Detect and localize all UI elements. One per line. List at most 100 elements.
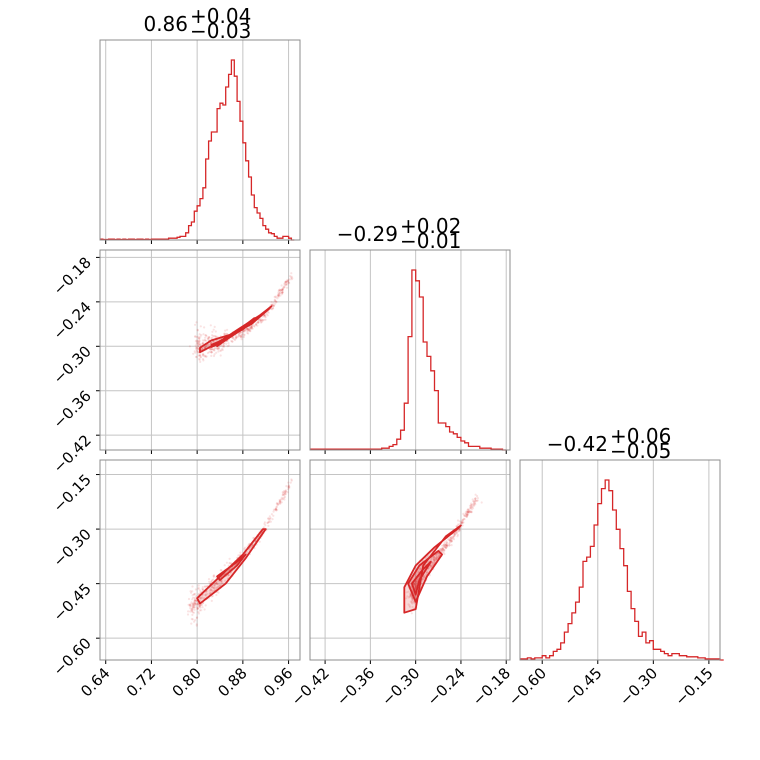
scatter-point (213, 586, 216, 589)
scatter-point (207, 338, 210, 341)
scatter-point (196, 340, 199, 343)
scatter-point (283, 493, 286, 496)
scatter-point (442, 547, 445, 551)
scatter-point (203, 346, 206, 349)
x-tick-label: −0.30 (616, 664, 661, 709)
scatter-point (212, 586, 215, 589)
scatter-point (470, 511, 473, 514)
scatter-point (201, 339, 205, 342)
scatter-point (466, 514, 469, 517)
scatter-point (274, 508, 277, 511)
scatter-point (436, 553, 439, 556)
scatter-point (257, 321, 260, 324)
scatter-point (191, 618, 194, 621)
scatter-point (470, 502, 473, 505)
scatter-point (234, 338, 237, 342)
scatter-point (452, 535, 455, 539)
scatter-point (413, 583, 416, 586)
scatter-point (461, 519, 464, 522)
scatter-point (237, 335, 240, 338)
scatter-point (475, 499, 479, 502)
scatter-point (286, 491, 289, 494)
scatter-point (210, 585, 213, 589)
scatter-point (268, 519, 271, 522)
scatter-point (255, 323, 258, 326)
scatter-point (191, 605, 194, 608)
scatter-point (191, 604, 194, 607)
scatter-point (467, 511, 470, 514)
scatter-point (212, 328, 215, 331)
scatter-point (458, 529, 461, 532)
scatter-point (289, 275, 292, 278)
scatter-point (474, 503, 477, 506)
scatter-point (256, 324, 259, 327)
scatter-point (245, 327, 248, 330)
scatter-point (440, 549, 443, 553)
scatter-cloud (188, 272, 294, 363)
scatter-point (208, 589, 212, 592)
scatter-point (410, 612, 413, 615)
scatter-point (219, 584, 222, 587)
scatter-point (195, 348, 198, 351)
scatter-point (449, 537, 452, 540)
scatter-point (435, 555, 439, 559)
scatter-point (442, 548, 446, 552)
scatter-point (268, 515, 271, 518)
scatter-point (197, 346, 200, 349)
scatter-point (261, 319, 264, 322)
y-tick-label: −0.42 (50, 431, 95, 476)
scatter-point (247, 328, 250, 331)
scatter-point (247, 332, 250, 335)
scatter-point (192, 606, 195, 609)
scatter-point (280, 288, 283, 291)
scatter-point (274, 300, 277, 303)
scatter-point (456, 530, 459, 533)
scatter-point (218, 347, 221, 350)
panel-title-minus: −0.01 (400, 229, 461, 253)
scatter-point (469, 504, 472, 508)
scatter-point (441, 549, 444, 552)
scatter-point (422, 577, 425, 580)
scatter-point (442, 544, 445, 547)
scatter-point (246, 327, 249, 330)
scatter-point (279, 289, 282, 292)
scatter-point (443, 541, 446, 544)
scatter-point (214, 586, 218, 589)
scatter-point (281, 497, 285, 500)
scatter-point (195, 606, 198, 609)
scatter-point (198, 337, 201, 340)
scatter-point (196, 329, 199, 332)
scatter-point (430, 557, 433, 560)
scatter-point (199, 591, 202, 594)
scatter-point (408, 604, 411, 607)
scatter-point (194, 335, 197, 338)
scatter-point (274, 302, 277, 305)
scatter-point (203, 608, 206, 611)
scatter-point (198, 589, 201, 592)
scatter-point (198, 605, 201, 608)
scatter-point (287, 488, 290, 491)
scatter-point (189, 603, 192, 606)
scatter-point (453, 533, 456, 536)
scatter-point (447, 538, 450, 541)
scatter-point (286, 283, 289, 286)
scatter-point (446, 545, 449, 548)
axis-labels: 0.64 0.72 0.80 0.88 0.96−0.42 −0.36 −0.30 −0.24… (50, 254, 717, 710)
scatter-point (215, 581, 218, 584)
scatter-point (197, 337, 200, 340)
scatter-point (240, 331, 243, 334)
scatter-point (197, 343, 200, 346)
scatter-point (464, 513, 468, 516)
scatter-point (196, 328, 199, 331)
scatter-point (272, 304, 276, 307)
scatter-point (193, 601, 197, 605)
scatter-point (263, 522, 266, 526)
scatter-point (197, 335, 200, 338)
scatter-point (222, 342, 225, 346)
scatter-point (287, 278, 290, 281)
scatter-point (461, 518, 465, 521)
scatter-point (274, 508, 277, 511)
scatter-point (214, 582, 217, 585)
scatter-point (264, 316, 267, 319)
